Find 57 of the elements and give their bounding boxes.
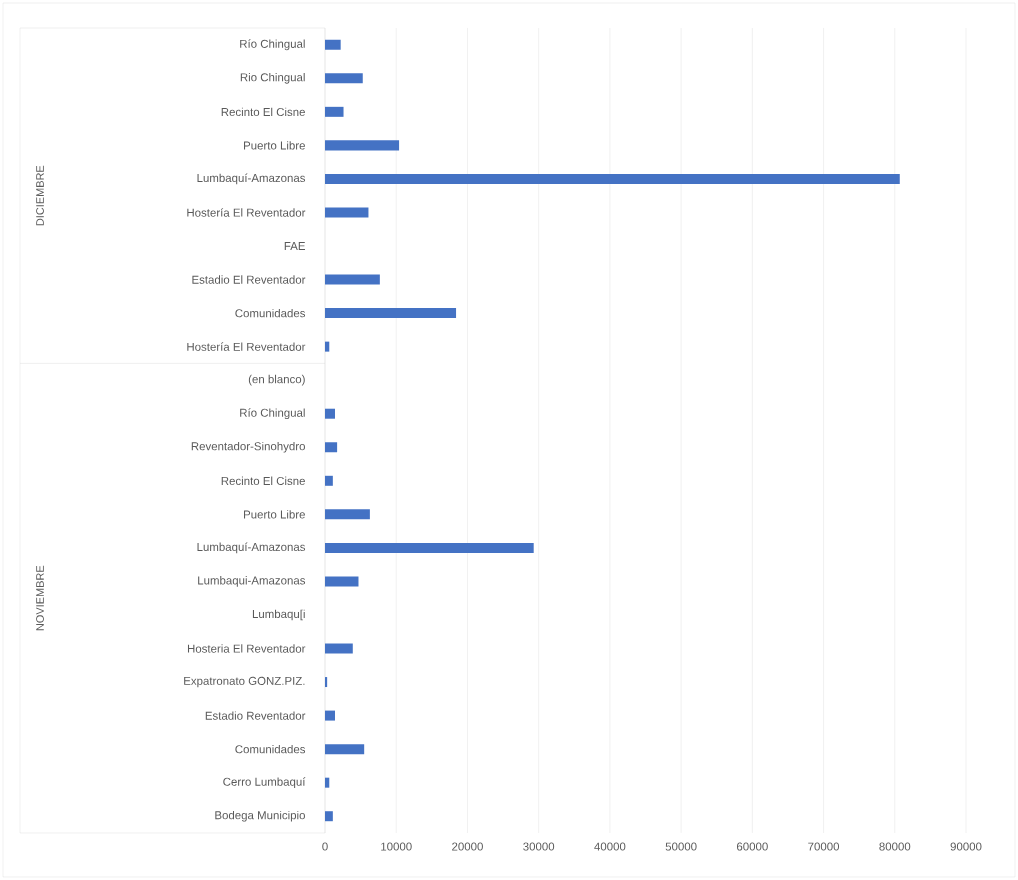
y-tick-label: Hostería El Reventador (187, 342, 306, 351)
x-tick-label: 0 (322, 842, 328, 851)
x-tick-label: 40000 (594, 842, 626, 851)
bar (325, 542, 534, 553)
y-tick-label: Recinto El Cisne (221, 476, 305, 485)
y-tick-label: Río Chingual (240, 408, 305, 420)
bar (325, 744, 365, 755)
y-tick-label: Lumbaqui-Amazonas (198, 576, 306, 587)
y-tick-label: Río Chingual (240, 39, 305, 51)
bar (325, 811, 333, 822)
x-tick-label: 20000 (452, 842, 483, 851)
y-tick-label: Recinto El Cisne (221, 107, 305, 117)
y-tick-label: Lumbaquí-Amazonas (197, 173, 306, 185)
x-tick-label: 70000 (808, 842, 840, 851)
text: DICIEMBRE (36, 165, 44, 226)
bar (325, 509, 370, 520)
y-tick-label: Lumbaqu[i (252, 609, 305, 621)
bar (325, 274, 380, 285)
bar (325, 777, 330, 788)
y-tick-label: Hostería El Reventador (187, 208, 306, 217)
y-tick-label: Reventador-Sinohydro (191, 441, 305, 453)
bar (325, 408, 335, 419)
x-tick-label: 50000 (665, 842, 697, 851)
y-tick-label: Rio Chingual (240, 72, 305, 84)
y-tick-label: Expatronato GONZ.PIZ. (184, 676, 305, 688)
y-tick-label: Bodega Municipio (215, 810, 305, 822)
bar (325, 710, 335, 721)
x-tick-label: 80000 (879, 842, 911, 851)
bar (325, 207, 369, 218)
y-tick-label: Comunidades (235, 744, 306, 754)
bar (325, 106, 344, 117)
x-tick-label: 30000 (523, 842, 555, 851)
y-tick-label: Puerto Libre (244, 510, 305, 519)
y-tick-label: Estadio Reventador (205, 711, 306, 720)
x-tick-label: 90000 (950, 842, 982, 851)
bar (325, 173, 900, 184)
bar (325, 140, 400, 151)
x-tick-label: 60000 (736, 842, 768, 851)
bar (325, 308, 457, 319)
y-tick-label: (en blanco) (248, 374, 305, 386)
text: NOVIEMBRE (36, 565, 44, 631)
y-tick-label: FAE (284, 242, 305, 250)
bar (325, 643, 353, 654)
y-tick-label: Puerto Libre (244, 141, 305, 150)
y-tick-label: Lumbaquí-Amazonas (197, 542, 306, 554)
x-tick-label: 10000 (381, 842, 412, 851)
bar (325, 475, 333, 486)
y-tick-label: Hosteria El Reventador (187, 644, 306, 653)
bar (325, 39, 341, 50)
bar (325, 341, 330, 352)
bar (325, 73, 363, 84)
bar (325, 677, 328, 688)
y-tick-label: Estadio El Reventador (192, 275, 306, 284)
y-tick-label: Cerro Lumbaquí (223, 777, 306, 789)
bar (325, 576, 359, 587)
bar (325, 442, 338, 453)
y-tick-label: Comunidades (235, 308, 306, 318)
